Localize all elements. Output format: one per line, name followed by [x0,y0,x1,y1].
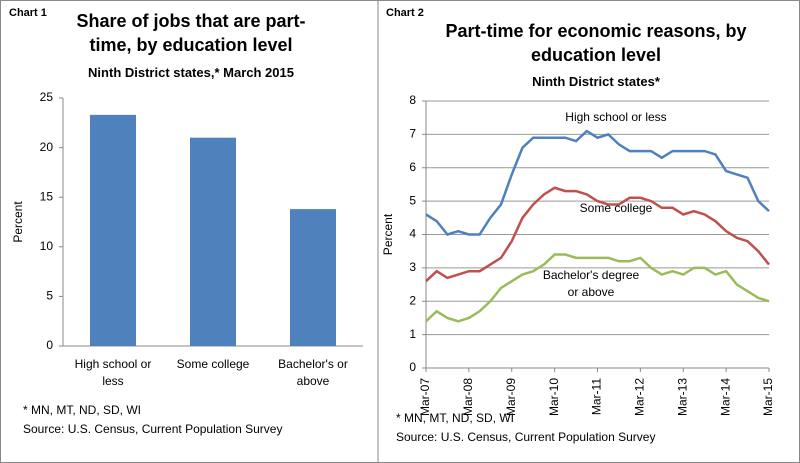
chart-subtitle: Ninth District states* [532,74,660,89]
y-tick-label: 6 [409,160,416,174]
chart-title: Part-time for economic reasons, by educa… [445,21,747,65]
y-axis-label: Percent [11,201,25,243]
x-tick-label: Mar-10 [547,378,561,416]
y-tick-label: 25 [40,90,54,104]
x-tick-label: Mar-13 [675,378,689,416]
y-tick-label: 5 [409,193,416,207]
x-tick-label: Bachelor's or above [278,357,348,388]
y-tick-label: 20 [40,140,54,154]
y-tick-label: 3 [409,260,416,274]
line [425,253,770,323]
line [425,129,770,236]
x-tick-label: Some college [176,357,250,371]
y-tick-label: 0 [409,360,416,374]
source: Source: U.S. Census, Current Population … [23,422,283,436]
y-axis-label: Percent [381,213,395,255]
y-tick-label: 10 [40,239,54,253]
series-label: High school or less [565,110,667,124]
y-tick-label: 8 [409,93,416,107]
y-tick-label: 4 [409,227,416,241]
chart-subtitle: Ninth District states,* March 2015 [88,65,294,80]
source: Source: U.S. Census, Current Population … [396,430,656,444]
x-tick-label: Mar-08 [461,378,475,416]
y-tick-label: 0 [46,338,53,352]
line [425,186,770,283]
y-tick-label: 1 [409,327,416,341]
y-tick-label: 5 [46,289,53,303]
series-label: Some college [579,201,653,215]
x-tick-label: Mar-07 [418,378,432,416]
footnote: * MN, MT, ND, SD, WI [23,403,141,417]
chart-title: Share of jobs that are part-time, by edu… [76,11,306,55]
x-tick-label: Mar-09 [504,378,518,416]
series-label: Bachelor's degree or above [542,268,640,299]
bar [290,209,336,346]
y-tick-label: 15 [40,189,54,203]
footnote: * MN, MT, ND, SD, WI [396,411,514,425]
y-tick-label: 7 [409,127,416,141]
chart-label: Chart 2 [386,7,424,19]
bar [90,114,136,346]
y-tick-label: 2 [409,293,416,307]
x-tick-label: Mar-15 [761,378,775,416]
x-tick-label: Mar-11 [590,378,604,415]
x-tick-label: High school or less [74,357,152,388]
x-tick-label: Mar-14 [718,378,732,416]
bar [190,137,236,346]
chart-label: Chart 1 [9,7,47,19]
x-tick-label: Mar-12 [633,378,647,416]
